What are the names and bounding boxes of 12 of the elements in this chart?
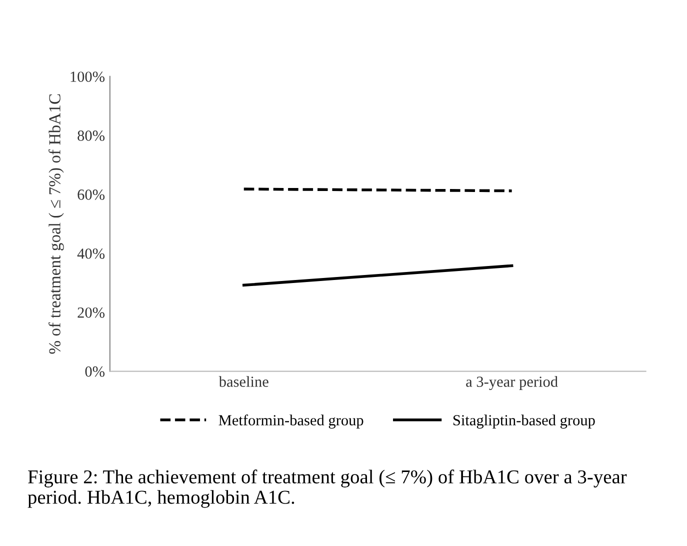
y-axis-title: % of treatment goal ( ≤ 7%) of HbA1C <box>48 94 64 354</box>
y-tick-label: 0% <box>85 366 105 377</box>
legend-label: Sitagliptin-based group <box>453 414 595 429</box>
y-tick-label: 40% <box>77 248 105 259</box>
y-tick-label: 100% <box>70 72 105 82</box>
y-tick-label: 60% <box>78 190 105 200</box>
x-tick-label: baseline <box>218 376 268 387</box>
x-tick-label: a 3-year period <box>466 376 558 390</box>
y-tick-label: 80% <box>78 130 105 141</box>
legend-label: Metformin-based group <box>218 414 364 429</box>
caption: Figure 2: The achievement of treatment goal (≤ 7%) of HbA1C over a 3-year period. HbA1C, hemoglobin A1C. <box>28 470 627 508</box>
y-tick-label: 20% <box>78 307 105 318</box>
